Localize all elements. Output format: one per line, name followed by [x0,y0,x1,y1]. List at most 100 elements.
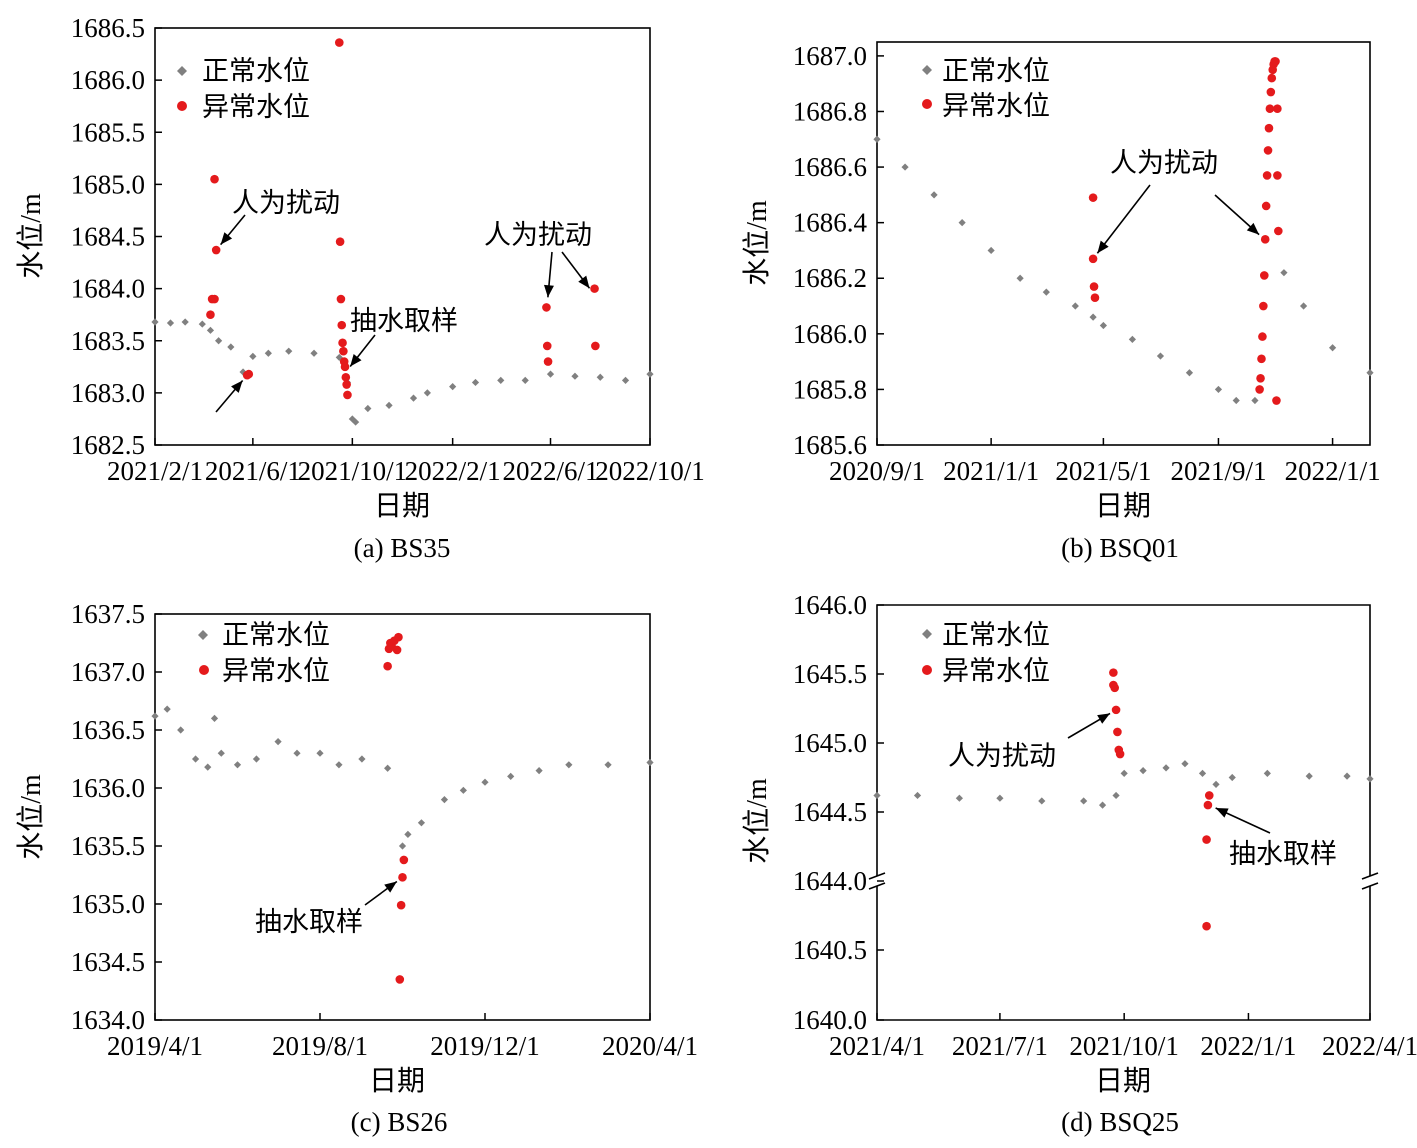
abnormal-level-point [394,632,403,642]
normal-level-point [1071,302,1079,310]
abnormal-level-point [1256,373,1265,383]
legend-normal-marker [922,629,932,639]
x-tick-label: 2019/4/1 [107,1031,203,1061]
x-tick-label: 2022/1/1 [1285,456,1381,486]
annotation-arrowhead [1246,222,1260,235]
abnormal-level-point [542,341,552,351]
y-tick-label: 1640.0 [793,1005,867,1035]
normal-level-point [901,163,909,171]
panel-c-legend: 正常水位 异常水位 [198,620,330,686]
abnormal-level-point [1258,332,1267,341]
annotation-label: 抽水取样 [1229,839,1337,869]
normal-level-point [364,404,372,413]
annotation-arrowhead [350,354,362,367]
annotation-label: 抽水取样 [350,306,458,336]
break-mark-right-lower [1361,882,1379,890]
normal-level-point [546,370,555,378]
abnormal-level-point [1273,104,1282,114]
normal-level-point [177,726,185,734]
normal-level-point [274,738,282,746]
normal-level-point [873,791,881,800]
x-tick-label: 2021/2/1 [107,456,203,486]
panel-c-caption: (c) BS26 [351,1107,448,1137]
normal-level-point [210,714,219,722]
y-tick-label: 1634.5 [71,947,145,977]
normal-level-point [166,319,175,327]
normal-level-point [521,376,529,384]
normal-level-point [565,761,573,769]
normal-level-point [1366,775,1374,783]
abnormal-level-point [339,346,348,356]
normal-level-point [571,372,579,380]
y-tick-label: 1645.5 [793,659,867,689]
normal-level-point [930,191,938,199]
y-tick-label: 1685.8 [793,374,867,404]
abnormal-level-point [211,245,221,255]
normal-level-point [215,337,223,345]
legend-abnormal-marker [922,99,932,109]
abnormal-level-point [1260,235,1270,244]
normal-level-point [1343,772,1351,780]
legend-abnormal-marker [177,101,187,111]
legend-normal-label: 正常水位 [202,56,310,86]
panel-c-plot-frame [154,613,651,1021]
panel-c-points [151,632,654,984]
normal-level-point [335,761,343,769]
normal-level-point [1120,769,1128,777]
abnormal-level-point [337,320,347,330]
abnormal-level-point [1264,123,1274,133]
panel-d-points [873,668,1374,931]
y-tick-label: 1640.5 [793,935,867,965]
panel-b-bsq01: 2020/9/1 2021/1/1 2021/5/1 2021/9/1 2022/1/1… [741,41,1381,563]
abnormal-level-point [383,661,392,671]
abnormal-level-point [1203,800,1213,810]
x-tick-label: 2021/7/1 [952,1031,1048,1061]
x-tick-label: 2022/2/1 [405,456,501,486]
normal-level-point [206,326,215,334]
normal-level-point [191,755,200,763]
normal-level-point [913,791,922,800]
normal-level-point [1089,313,1097,321]
normal-level-point [1280,269,1288,277]
annotation-arrowhead [220,232,233,245]
y-tick-label: 1686.0 [793,319,867,349]
normal-level-point [604,761,612,769]
panel-c-ticks: 2019/4/1 2019/8/1 2019/12/1 2020/4/1 1634.0 1… [71,599,698,1061]
abnormal-level-point [1267,73,1277,83]
panel-c-bs26: 2019/4/1 2019/8/1 2019/12/1 2020/4/1 1634.0 1… [15,599,698,1137]
normal-level-point [646,370,654,378]
abnormal-level-point [1088,193,1098,202]
y-tick-label: 1636.5 [71,715,145,745]
abnormal-level-point [392,645,402,655]
y-tick-label: 1686.2 [793,263,867,293]
abnormal-level-point [343,390,352,400]
normal-level-point [449,383,457,391]
abnormal-level-point [210,294,219,304]
panel-b-legend: 正常水位 异常水位 [922,56,1050,121]
y-tick-label: 1644.0 [793,866,867,896]
normal-level-point [987,246,995,255]
normal-level-point [1232,396,1240,405]
x-tick-label: 2019/12/1 [430,1031,540,1061]
normal-level-point [163,705,171,713]
x-tick-label: 2019/8/1 [272,1031,368,1061]
normal-level-point [621,376,630,384]
y-tick-label: 1644.5 [793,797,867,827]
panel-d-caption: (d) BSQ25 [1061,1107,1179,1137]
y-tick-label: 1683.5 [71,326,145,356]
abnormal-level-point [1274,226,1283,236]
normal-level-point [423,389,431,397]
annotation-arrowhead [1097,240,1109,254]
abnormal-level-point [399,855,409,865]
panel-b-ylabel: 水位/m [741,200,773,286]
y-tick-label: 1682.5 [71,430,145,460]
y-tick-label: 1635.5 [71,831,145,861]
y-tick-label: 1635.0 [71,889,145,919]
panel-d-ylabel: 水位/m [741,778,773,864]
normal-level-point [249,352,257,360]
x-tick-label: 2021/1/1 [943,456,1039,486]
